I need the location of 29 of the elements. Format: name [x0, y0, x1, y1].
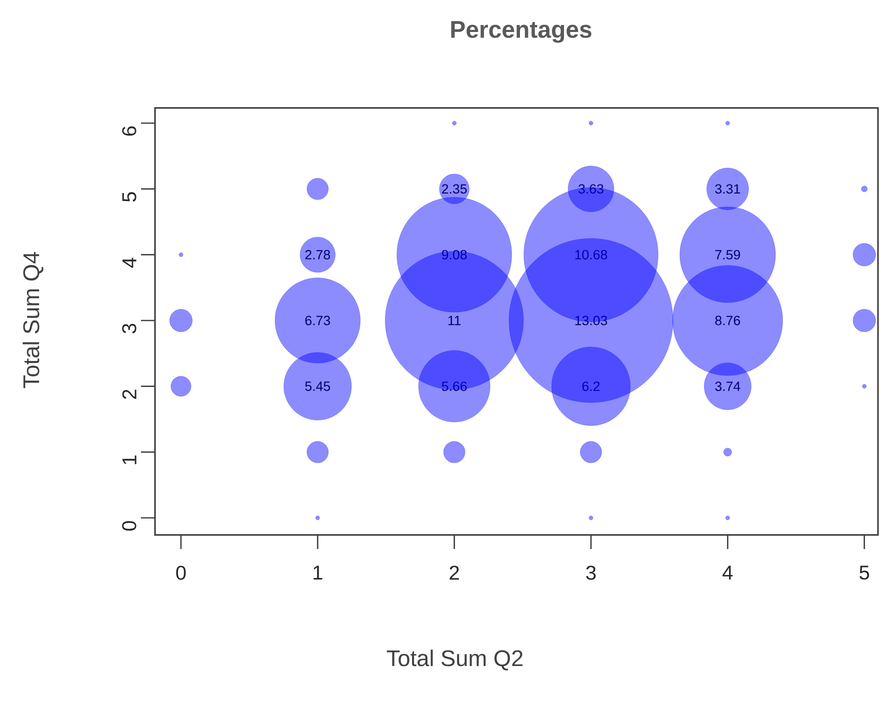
annotation: 6.2	[582, 382, 600, 392]
x-tick-label: 1	[314, 566, 322, 580]
annotation: 9.08	[442, 250, 467, 260]
chart-title: Percentages	[451, 21, 592, 43]
annotation: 3.31	[715, 184, 740, 194]
y-axis-title: Total Sum Q4	[22, 252, 44, 388]
x-tick-label: 0	[176, 566, 186, 580]
annotation: 11	[448, 316, 461, 326]
y-tick-label: 6	[122, 126, 136, 136]
y-tick-label: 4	[122, 258, 136, 268]
annotation: 2.35	[442, 184, 467, 194]
annotation: 10.68	[575, 250, 608, 260]
y-tick-label: 3	[122, 324, 136, 334]
x-tick-label: 2	[450, 566, 459, 580]
y-tick-label: 0	[122, 521, 136, 531]
y-tick-label: 1	[122, 456, 136, 464]
x-axis-title: Total Sum Q2	[386, 650, 522, 670]
x-tick-label: 5	[860, 566, 870, 580]
annotation: 5.66	[442, 382, 467, 392]
x-tick-label: 3	[586, 566, 596, 580]
y-tick-label: 2	[122, 390, 136, 399]
annotation: 3.74	[715, 382, 740, 392]
annotation: 2.78	[305, 250, 330, 260]
annotation: 7.59	[715, 250, 740, 260]
annotation: 8.76	[715, 316, 740, 326]
x-tick-label: 4	[722, 566, 733, 580]
annotation: 6.73	[305, 316, 330, 326]
annotation: 5.45	[305, 382, 330, 391]
y-tick-label: 5	[122, 192, 136, 202]
